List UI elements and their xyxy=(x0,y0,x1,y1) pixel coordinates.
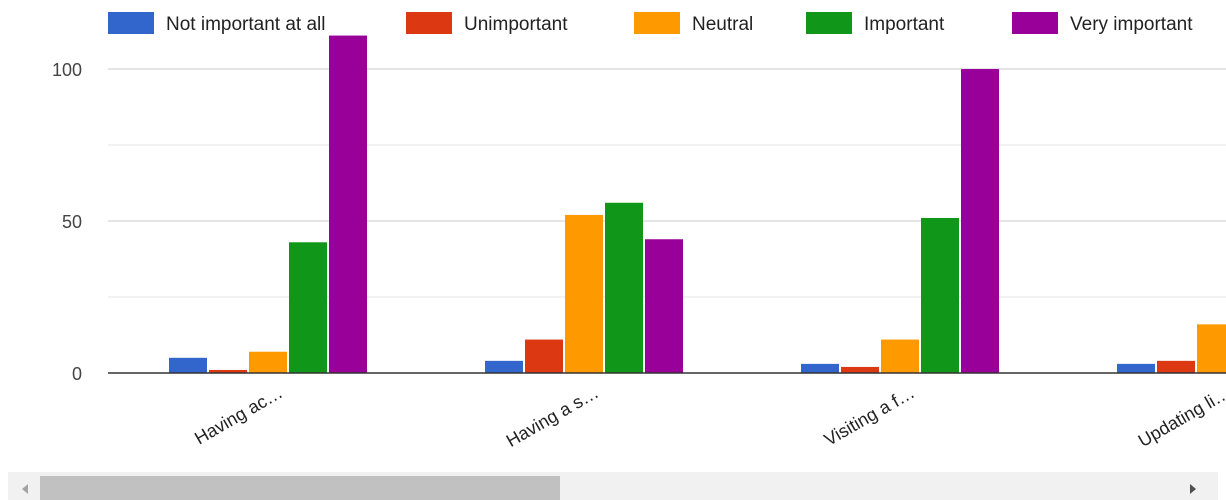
legend-label: Not important at all xyxy=(166,14,325,35)
chart-area: 0 50 100 Having ac… Having a s… Visiting a f… xyxy=(52,12,1226,451)
scrollbar-thumb[interactable] xyxy=(40,476,560,500)
bar xyxy=(169,357,207,373)
y-tick-label: 0 xyxy=(72,364,82,384)
x-tick-label: Visiting a f… xyxy=(821,382,918,450)
legend-swatch xyxy=(1012,12,1058,34)
legend-swatch xyxy=(406,12,452,34)
bar xyxy=(209,369,247,373)
bar xyxy=(485,360,523,373)
legend-swatch xyxy=(634,12,680,34)
bar xyxy=(605,202,643,373)
bar xyxy=(565,214,603,373)
bar xyxy=(961,69,999,373)
bar xyxy=(921,217,959,373)
legend-swatch xyxy=(806,12,852,34)
bar xyxy=(329,35,367,374)
bar xyxy=(1117,363,1155,373)
bar-chart: 0 50 100 Having ac… Having a s… Visiting a f… xyxy=(52,12,1226,451)
y-tick-label: 50 xyxy=(62,212,82,232)
x-tick-label: Having ac… xyxy=(191,382,286,448)
scroll-left-arrow-icon[interactable] xyxy=(22,484,28,494)
legend-label: Unimportant xyxy=(464,14,568,35)
bar xyxy=(645,239,683,373)
bar xyxy=(289,242,327,373)
legend-label: Important xyxy=(864,14,945,35)
x-tick-label: Having a s… xyxy=(503,382,602,451)
legend-label: Neutral xyxy=(692,14,753,35)
bars xyxy=(169,35,1226,374)
y-tick-label: 100 xyxy=(52,60,82,80)
legend-label: Very important xyxy=(1070,14,1193,35)
bar xyxy=(881,339,919,373)
horizontal-scrollbar[interactable] xyxy=(8,472,1218,500)
bar xyxy=(1197,324,1226,373)
bar xyxy=(801,363,839,373)
x-tick-label: Updating li… xyxy=(1135,382,1226,451)
x-axis-labels: Having ac… Having a s… Visiting a f… Updati… xyxy=(191,382,1226,451)
scroll-right-arrow-icon[interactable] xyxy=(1190,484,1196,494)
legend: Not important at all Unimportant Neutral Im… xyxy=(108,12,1193,35)
bar xyxy=(841,366,879,373)
y-axis-ticks: 0 50 100 xyxy=(52,60,82,384)
bar xyxy=(1157,360,1195,373)
bar xyxy=(249,351,287,373)
legend-swatch xyxy=(108,12,154,34)
bar xyxy=(525,339,563,373)
